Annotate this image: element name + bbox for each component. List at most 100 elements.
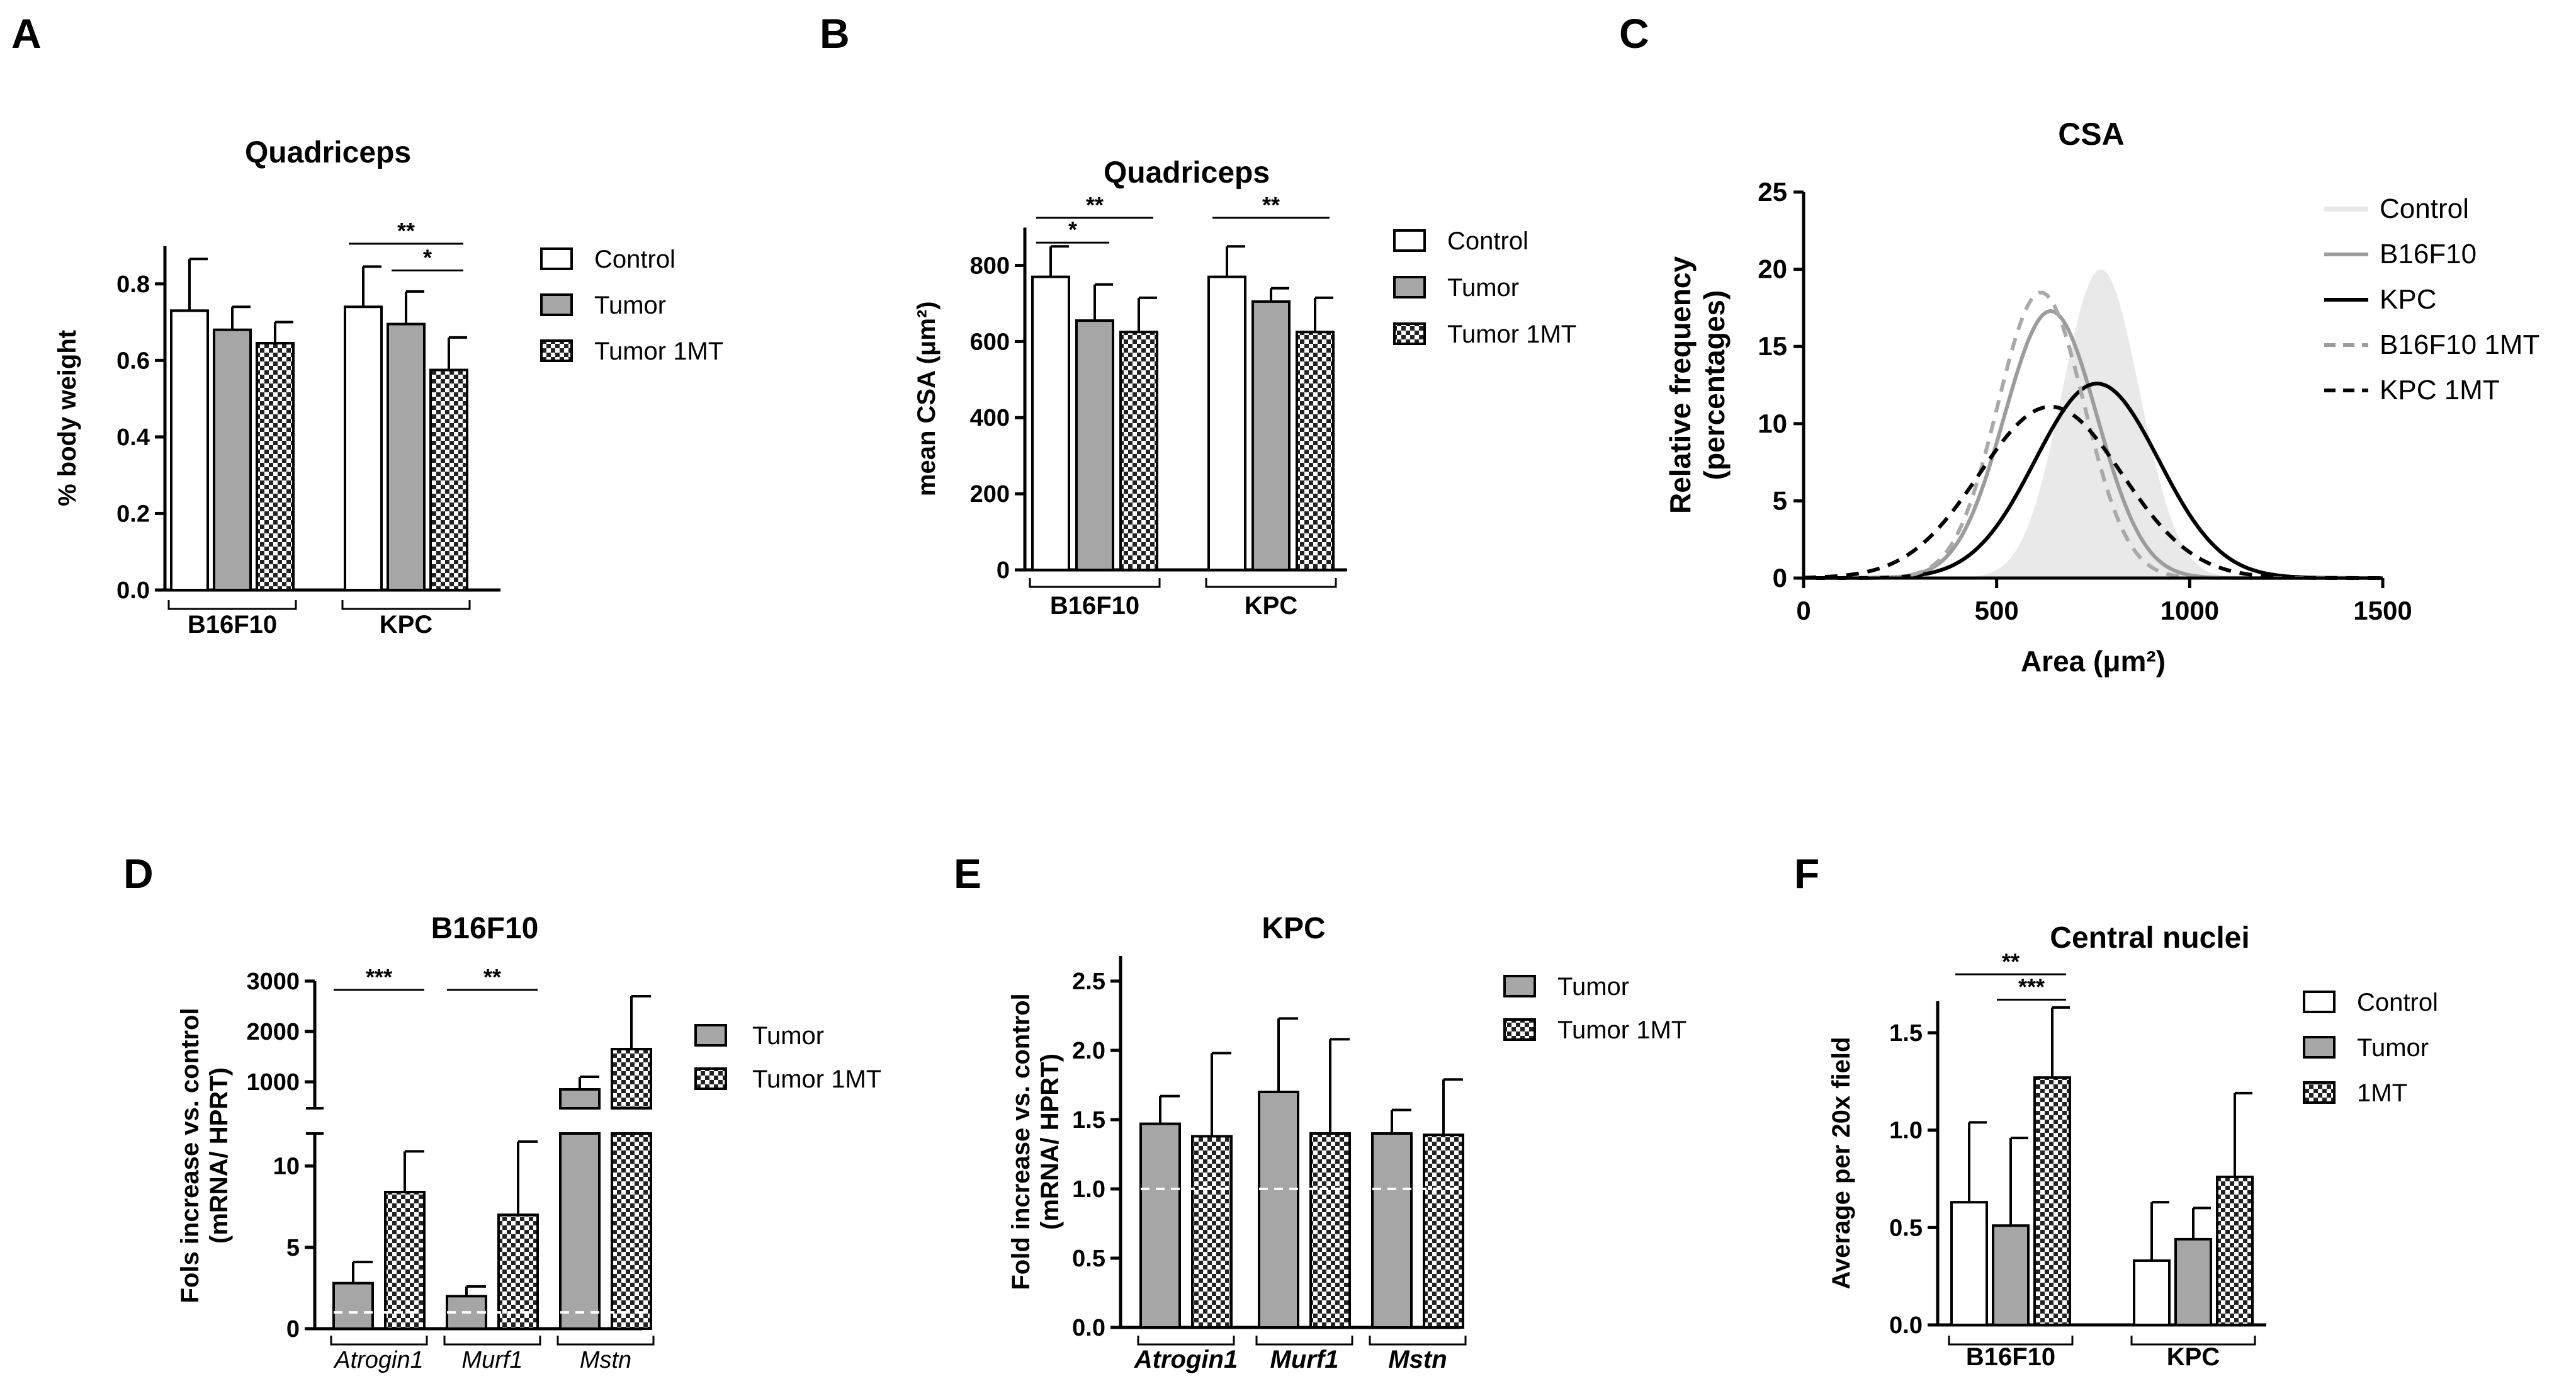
y-tick-label: 0 xyxy=(997,557,1010,584)
panel-b-chart: Quadriceps 0 200 400 600 800 mean CSA (μm²) B16… xyxy=(913,156,1576,620)
chart-title: Quadriceps xyxy=(245,136,411,169)
legend-swatch-tumor xyxy=(694,1024,727,1047)
group-bracket xyxy=(167,600,297,610)
bar-b16f10-control xyxy=(1950,1201,1988,1326)
chart-title: CSA xyxy=(2058,116,2125,152)
group-bracket xyxy=(341,600,471,610)
bar-mstn-tumor-1mt-lower xyxy=(611,1132,652,1330)
group-label: KPC xyxy=(380,611,432,639)
y-tick-label: 0.6 xyxy=(116,348,150,374)
legend-swatch-1mt xyxy=(2303,1081,2336,1104)
bar-kpc-1mt xyxy=(2216,1175,2254,1326)
significance-label: ** xyxy=(1086,192,1104,218)
group-label: B16F10 xyxy=(1966,1343,2055,1371)
bar-mstn-tumor xyxy=(1371,1132,1413,1329)
legend-label-tumor-1mt: Tumor 1MT xyxy=(594,338,723,365)
panel-f-chart: Central nuclei 0.0 0.5 1.0 1.5 Average per 20… xyxy=(1827,921,2438,1371)
legend-label-control: Control xyxy=(594,246,675,273)
legend-swatch-tumor-1mt xyxy=(1503,1018,1536,1041)
panel-d-chart: B16F10 0 5 10 1000 2000 3000 Fols increase vs. … xyxy=(176,912,881,1373)
bar-atrogin1-tumor-1mt xyxy=(1191,1135,1233,1329)
y-tick-label: 15 xyxy=(1758,331,1787,361)
bar-mstn-tumor-lower xyxy=(559,1132,601,1330)
panel-e-chart: KPC 0.0 0.5 1.0 1.5 2.0 2.5 Fold increase vs. c… xyxy=(1007,912,1686,1373)
legend-label-control: Control xyxy=(2380,193,2469,224)
bar-b16f10-tumor-1mt xyxy=(256,341,295,591)
bar-kpc-control xyxy=(2133,1259,2171,1326)
significance-label: * xyxy=(423,245,432,271)
legend-label-tumor-1mt: Tumor 1MT xyxy=(752,1065,881,1093)
y-tick-label: 20 xyxy=(1758,254,1787,284)
legend-swatch-tumor xyxy=(540,293,573,316)
y-tick-label: 2.0 xyxy=(1072,1038,1105,1064)
y-tick-label: 10 xyxy=(1758,409,1787,438)
y-axis-label: % body weight xyxy=(54,330,81,506)
x-tick-label: 0 xyxy=(1796,596,1811,625)
y-axis-label: Fols increase vs. control xyxy=(176,1008,204,1303)
y-tick-label: 5 xyxy=(286,1235,300,1261)
group-bracket xyxy=(1029,578,1161,588)
y-tick-label: 2000 xyxy=(246,1019,300,1045)
group-label: Atrogin1 xyxy=(1134,1346,1238,1373)
panel-letter-e: E xyxy=(954,850,981,897)
panel-letter-b: B xyxy=(820,10,850,57)
significance-label: ** xyxy=(1262,192,1280,218)
group-bracket xyxy=(2130,1336,2256,1346)
y-tick-label: 0.0 xyxy=(116,577,150,604)
group-bracket xyxy=(1137,1336,1235,1346)
chart-title: Central nuclei xyxy=(2050,921,2249,955)
legend-label-1mt: 1MT xyxy=(2357,1079,2407,1107)
legend-label-control: Control xyxy=(2357,989,2438,1016)
significance-label: ** xyxy=(397,218,415,244)
group-label: Mstn xyxy=(1388,1346,1447,1373)
y-tick-label: 10 xyxy=(273,1154,300,1180)
significance-label: ** xyxy=(483,964,501,990)
bar-atrogin1-tumor xyxy=(1139,1122,1181,1329)
significance-label: * xyxy=(1068,217,1077,242)
legend-label-kpc: KPC xyxy=(2380,284,2436,315)
bar-b16f10-tumor xyxy=(1992,1224,2030,1327)
group-bracket xyxy=(1948,1336,2074,1346)
panel-c-chart: CSA 0 5 10 15 20 25 0 500 1000 1500 Area (μm²) Relat… xyxy=(1664,116,2539,678)
bar-mstn-tumor-upper xyxy=(559,1088,601,1110)
group-label: Murf1 xyxy=(461,1347,523,1373)
y-tick-label: 3000 xyxy=(246,968,300,995)
bar-b16f10-control xyxy=(170,309,209,591)
y-tick-label: 400 xyxy=(970,405,1010,431)
legend-swatch-tumor xyxy=(1393,276,1426,298)
bar-kpc-tumor xyxy=(387,322,426,591)
y-tick-label: 1.5 xyxy=(1072,1107,1105,1133)
bar-murf1-tumor-1mt xyxy=(497,1213,539,1330)
bar-kpc-tumor xyxy=(2174,1237,2212,1326)
group-bracket xyxy=(443,1336,541,1346)
legend-label-tumor: Tumor xyxy=(752,1022,824,1050)
bar-murf1-tumor-1mt xyxy=(1309,1132,1351,1329)
y-tick-label: 600 xyxy=(970,329,1010,355)
y-tick-label: 0.4 xyxy=(116,424,150,451)
y-tick-label: 0.2 xyxy=(116,501,150,527)
group-label: KPC xyxy=(2167,1343,2220,1371)
panel-a-chart: Quadriceps 0.0 0.2 0.4 0.6 0.8 % body weight B1… xyxy=(54,136,723,639)
y-tick-label: 1.0 xyxy=(1889,1118,1923,1144)
y-tick-label: 0.5 xyxy=(1889,1215,1923,1241)
legend-swatch-tumor-1mt xyxy=(540,339,573,362)
y-tick-label: 800 xyxy=(970,253,1010,279)
y-tick-label: 1.0 xyxy=(1072,1176,1105,1203)
significance-label: ** xyxy=(2002,948,2020,974)
y-tick-label: 0.5 xyxy=(1072,1246,1105,1272)
y-tick-label: 200 xyxy=(970,481,1010,508)
legend-label-b16f10: B16F10 xyxy=(2380,239,2477,270)
y-tick-label: 5 xyxy=(1773,486,1787,515)
y-axis-label: Fold increase vs. control xyxy=(1007,993,1035,1290)
bar-mstn-tumor-1mt xyxy=(1423,1133,1464,1329)
y-axis-label-2: (mRNA/ HPRT) xyxy=(1036,1054,1064,1230)
x-tick-label: 1000 xyxy=(2161,596,2219,625)
legend-swatch-tumor-1mt xyxy=(694,1067,727,1090)
bar-kpc-tumor-1mt xyxy=(1296,331,1335,571)
group-label: B16F10 xyxy=(188,611,277,639)
chart-title: B16F10 xyxy=(431,912,539,945)
legend-label-tumor-1mt: Tumor 1MT xyxy=(1447,321,1576,348)
y-tick-label: 25 xyxy=(1758,177,1787,207)
bar-b16f10-control xyxy=(1031,275,1070,571)
y-axis-label-2: (percentages) xyxy=(1698,290,1731,480)
